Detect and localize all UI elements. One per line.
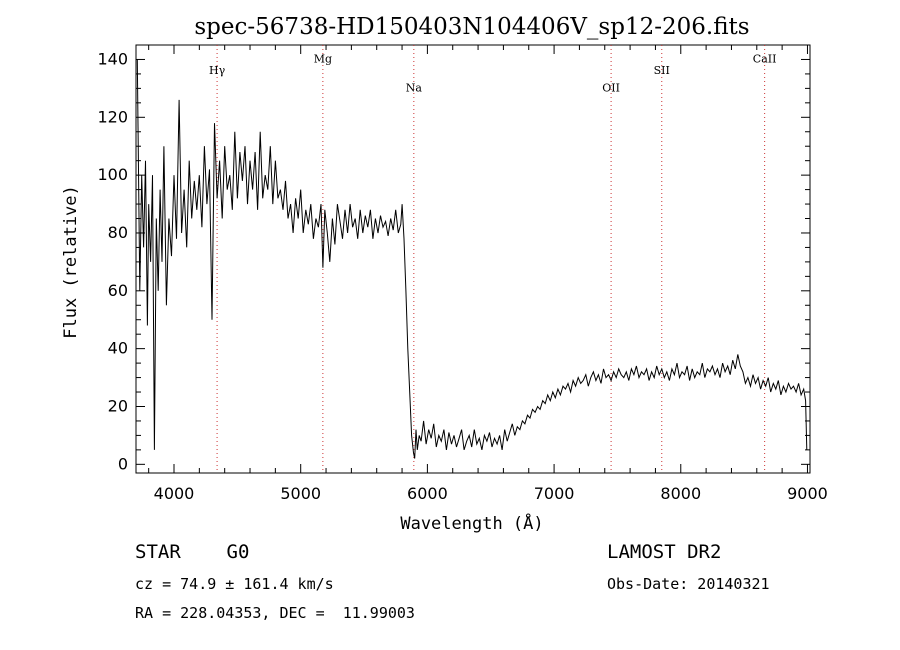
y-tick-label-6: 120 — [97, 107, 128, 126]
x-tick-label-1: 5000 — [280, 484, 321, 503]
line-marker-label-5: CaII — [753, 52, 777, 65]
x-tick-label-5: 9000 — [787, 484, 828, 503]
chart-title: spec-56738-HD150403N104406V_sp12-206.fit… — [194, 14, 749, 40]
y-axis-label: Flux (relative) — [61, 185, 81, 339]
x-tick-label-4: 8000 — [660, 484, 701, 503]
y-tick-label-1: 20 — [108, 396, 128, 415]
x-tick-label-2: 6000 — [407, 484, 448, 503]
x-tick-label-3: 7000 — [534, 484, 575, 503]
line-marker-label-0: Hγ — [209, 64, 226, 77]
plot-frame — [135, 44, 811, 474]
survey-name: LAMOST DR2 — [607, 541, 722, 563]
y-tick-label-7: 140 — [97, 49, 128, 68]
coordinates-text: RA = 228.04353, DEC = 11.99003 — [135, 604, 415, 622]
obs-date: Obs-Date: 20140321 — [607, 575, 770, 593]
line-marker-label-3: OII — [602, 81, 620, 94]
y-tick-label-5: 100 — [97, 165, 128, 184]
x-tick-label-0: 4000 — [154, 484, 195, 503]
y-tick-label-4: 80 — [108, 223, 128, 242]
object-class: STAR G0 — [135, 541, 250, 563]
line-marker-label-2: Na — [406, 81, 423, 94]
x-axis-label: Wavelength (Å) — [400, 512, 543, 534]
spectrum-line — [136, 59, 808, 459]
y-tick-label-0: 0 — [118, 454, 128, 473]
plot-area: Hγ Mg Na OII SII CaII 4000 5000 6000 7000 8000 9000… — [97, 44, 828, 503]
y-tick-label-2: 40 — [108, 339, 128, 358]
y-tick-label-3: 60 — [108, 281, 128, 300]
line-marker-label-4: SII — [654, 64, 670, 77]
line-marker-label-1: Mg — [314, 52, 332, 65]
velocity-text: cz = 74.9 ± 161.4 km/s — [135, 575, 334, 593]
